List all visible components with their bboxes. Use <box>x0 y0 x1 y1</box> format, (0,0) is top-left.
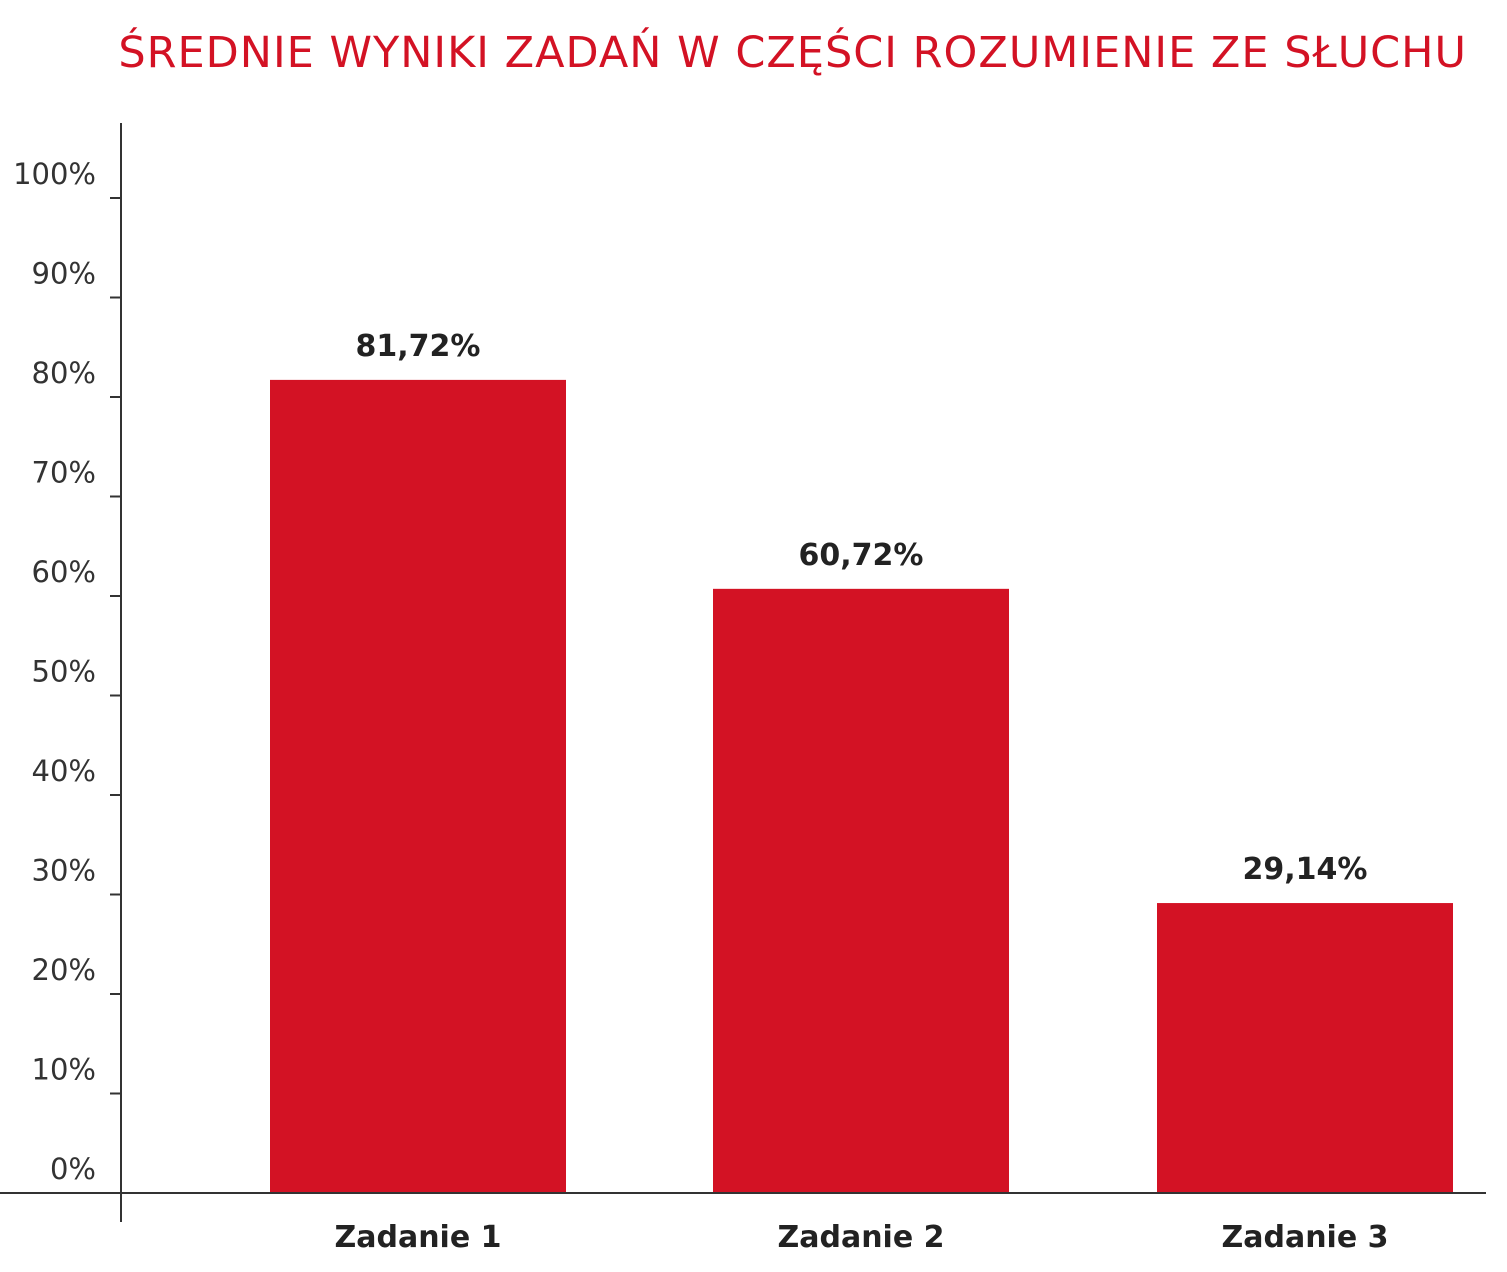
bar-value-label: 29,14% <box>1243 852 1368 887</box>
y-tick-label: 100% <box>13 157 96 191</box>
chart-title: ŚREDNIE WYNIKI ZADAŃ W CZĘŚCI ROZUMIENIE… <box>118 28 1467 78</box>
x-category-label: Zadanie 2 <box>777 1220 944 1255</box>
labels: 81,72% Zadanie 1 60,72% Zadanie 2 29,14% Zada… <box>334 329 1388 1255</box>
y-tick-label: 70% <box>32 456 96 490</box>
y-tick-label: 60% <box>32 555 96 589</box>
bar <box>270 379 566 1193</box>
y-tick-label: 0% <box>50 1152 96 1186</box>
bars <box>270 379 1453 1193</box>
y-tick-label: 50% <box>32 655 96 689</box>
y-tick-label: 80% <box>32 356 96 390</box>
y-axis-ticks: 0% 10% 20% 30% 40% 50% 60% 70% 80% 90% 100% <box>13 157 121 1194</box>
x-category-label: Zadanie 1 <box>334 1220 501 1255</box>
bar-value-label: 81,72% <box>356 329 481 364</box>
bar <box>713 588 1009 1193</box>
bar-value-label: 60,72% <box>799 538 924 573</box>
x-category-label: Zadanie 3 <box>1221 1220 1388 1255</box>
y-tick-label: 40% <box>32 754 96 788</box>
y-tick-label: 10% <box>32 1053 96 1087</box>
bar <box>1157 903 1453 1193</box>
y-tick-label: 20% <box>32 953 96 987</box>
y-tick-label: 90% <box>32 257 96 291</box>
y-tick-label: 30% <box>32 854 96 888</box>
